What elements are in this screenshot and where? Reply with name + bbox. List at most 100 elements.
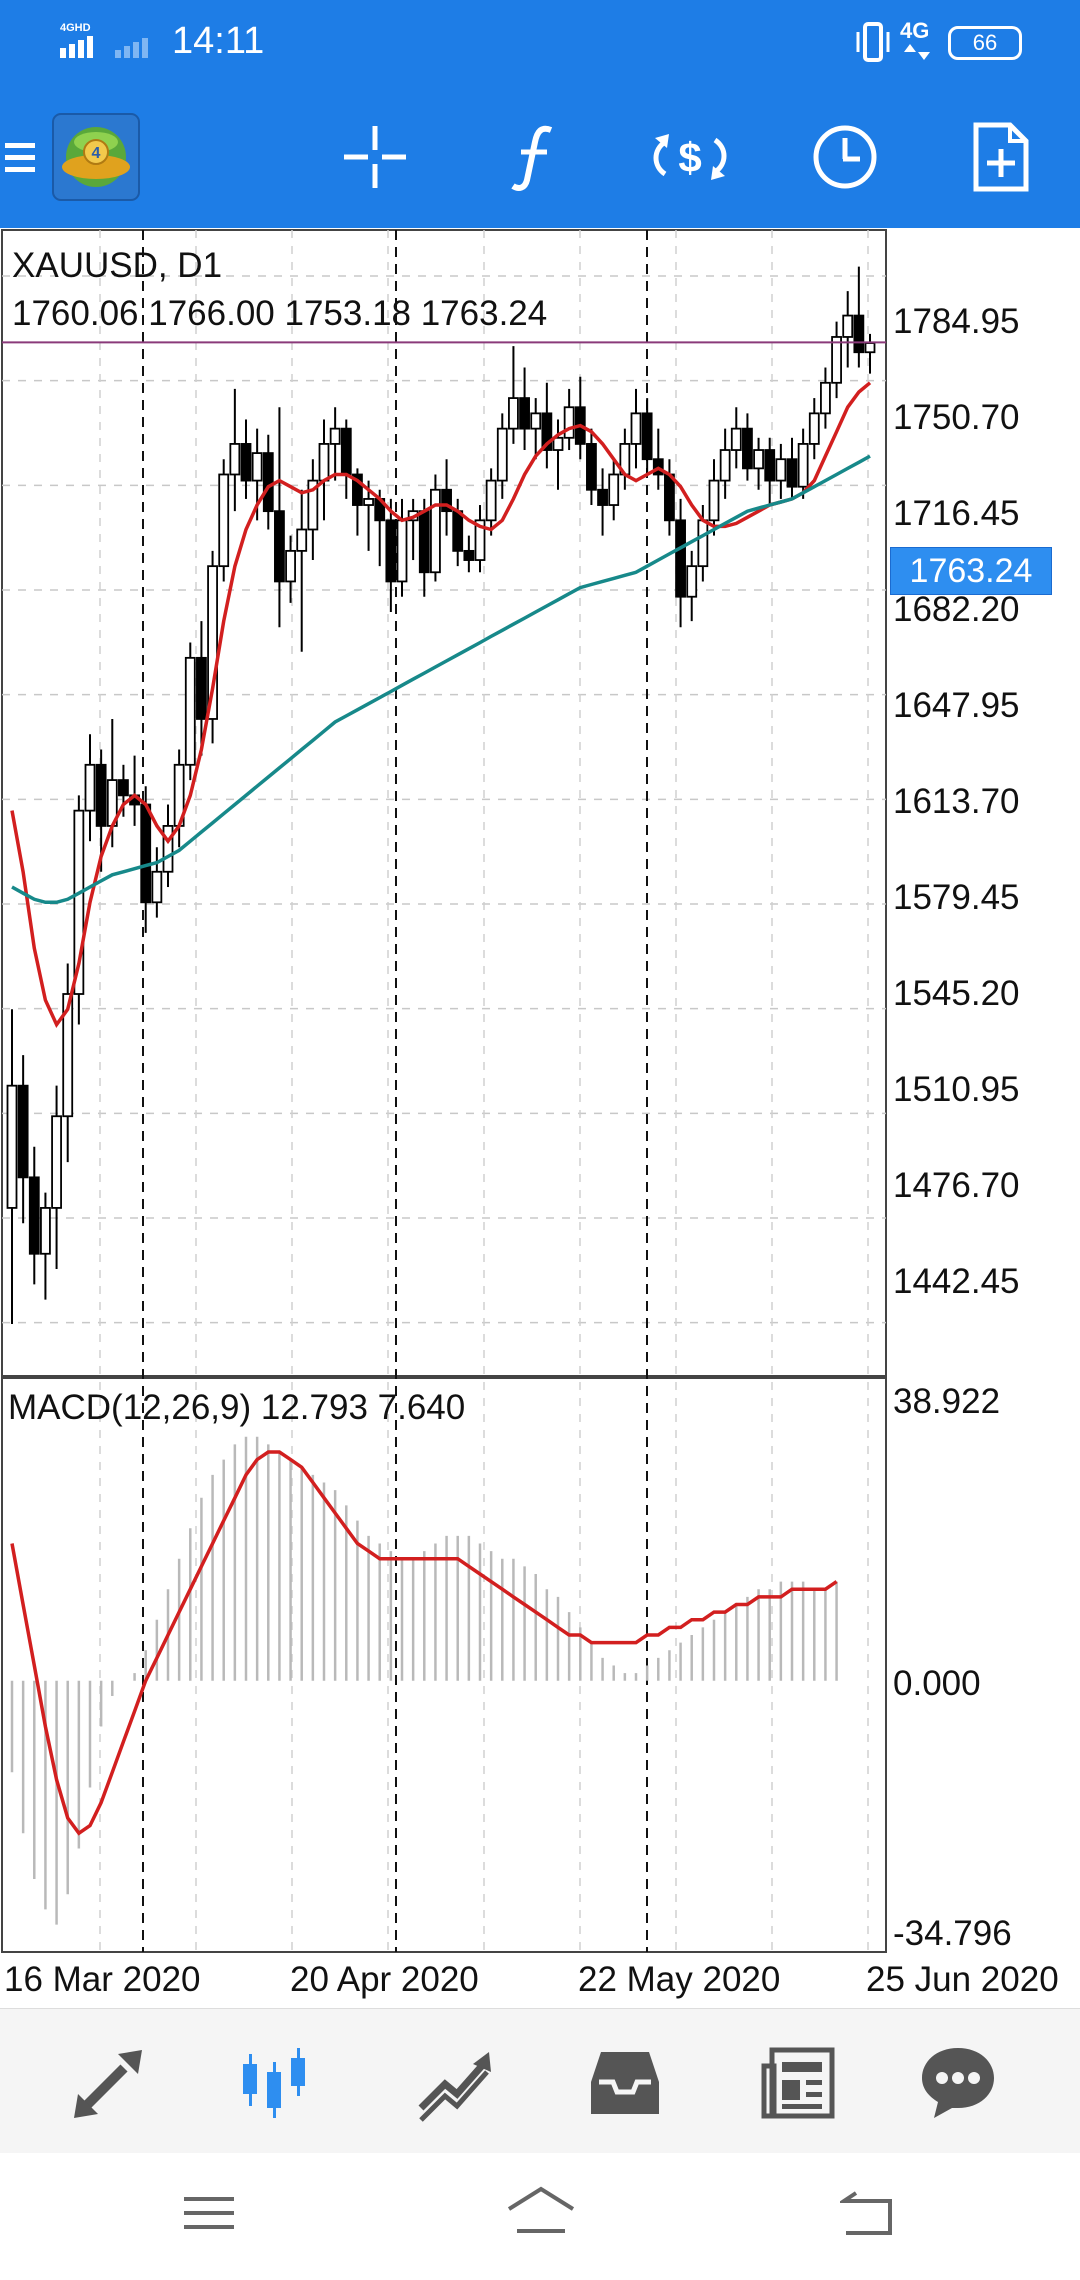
candle-body [441, 488, 452, 513]
candle-body [496, 427, 508, 482]
quotes-icon[interactable] [35, 2009, 185, 2154]
candle-body [40, 1207, 51, 1255]
new-order-icon[interactable] [955, 86, 1045, 228]
price-axis-label: 1476.70 [893, 1166, 1020, 1205]
candle-body [786, 458, 798, 488]
chart-canvas[interactable] [0, 228, 1080, 2008]
date-axis-label: 22 May 2020 [578, 1960, 781, 1999]
chat-icon[interactable] [883, 2009, 1033, 2154]
timeframe-clock-icon[interactable] [800, 86, 890, 228]
candle-body [73, 809, 85, 995]
candle-body [251, 452, 263, 482]
candle-body [363, 498, 374, 506]
price-pane-frame [1, 229, 887, 1377]
candle-body [307, 479, 319, 531]
clock: 14:11 [172, 20, 265, 62]
price-axis-label: 1442.45 [893, 1262, 1020, 1301]
candle-body [842, 314, 854, 338]
candle-body [742, 427, 753, 470]
price-axis-label: 1613.70 [893, 782, 1020, 821]
chart-toolbar: 4 $ [0, 86, 1080, 228]
crosshair-icon[interactable] [330, 86, 420, 228]
price-axis-label: 1545.20 [893, 974, 1020, 1013]
macd-pane-frame [1, 1377, 887, 1953]
candle-body [274, 510, 285, 583]
function-icon[interactable] [490, 86, 580, 228]
candle-body [630, 412, 642, 445]
candle-body [229, 443, 241, 476]
signal-icon: 4GHD [60, 20, 110, 60]
battery-icon: 66 [948, 26, 1022, 60]
candle-body [184, 656, 196, 766]
candle-body [140, 803, 152, 904]
candle-body [151, 870, 163, 904]
candle-body [95, 763, 107, 827]
candle-body [6, 1084, 18, 1209]
candle-body [285, 549, 296, 583]
candle-body [262, 452, 274, 513]
candle-body [730, 427, 742, 451]
trade-icon[interactable]: $ [640, 86, 740, 228]
candle-body [118, 779, 129, 797]
trade-icon[interactable] [380, 2009, 530, 2154]
network-4g-icon: 4G [900, 18, 940, 68]
svg-text:$: $ [678, 134, 701, 181]
candle-body [808, 412, 820, 445]
candle-body [597, 488, 608, 506]
candle-body [764, 449, 776, 482]
candle-body [196, 656, 207, 720]
menu-icon[interactable] [0, 86, 40, 228]
date-axis-label: 20 Apr 2020 [290, 1960, 479, 1999]
candle-body [586, 443, 597, 491]
svg-text:4: 4 [92, 145, 101, 162]
candle-body [318, 443, 330, 482]
system-navigation-bar [0, 2153, 1080, 2280]
macd-label: MACD(12,26,9) 12.793 7.640 [8, 1388, 466, 1427]
home-icon[interactable] [505, 2185, 577, 2239]
symbol-timeframe-label: XAUUSD, D1 [12, 246, 223, 285]
back-icon[interactable] [837, 2189, 896, 2239]
candle-body [430, 488, 441, 574]
candle-body [753, 449, 764, 470]
network-4g-label: 4G [900, 18, 930, 43]
candle-body [218, 473, 230, 568]
current-price-tag: 1763.24 [890, 547, 1052, 596]
candle-body [831, 336, 842, 384]
candle-body [385, 519, 397, 583]
chart-area[interactable]: XAUUSD, D1 1760.06 1766.00 1753.18 1763.… [0, 228, 1080, 2008]
candle-body [820, 381, 831, 415]
price-axis-label: 1750.70 [893, 398, 1020, 437]
recent-apps-icon[interactable] [180, 2189, 240, 2239]
macd-signal-line [10, 1450, 838, 1836]
candle-body [162, 825, 174, 873]
bottom-navigation [0, 2008, 1080, 2154]
candle-body [296, 528, 308, 552]
candle-body [541, 412, 553, 451]
candle-body [84, 763, 96, 812]
candle-body [775, 458, 787, 482]
price-axis-label: 1682.20 [893, 590, 1020, 629]
candle-body [51, 1115, 62, 1209]
chart-icon[interactable] [205, 2009, 355, 2154]
candle-body [28, 1176, 40, 1255]
news-icon[interactable] [725, 2009, 875, 2154]
candle-body [675, 519, 686, 598]
candle-body [864, 342, 876, 354]
candle-body [608, 473, 620, 506]
moving-average-fast [10, 381, 872, 1029]
price-axis-label: 1510.95 [893, 1070, 1020, 1109]
candle-body [708, 479, 720, 522]
status-bar: 4GHD 14:11 4G 66 [0, 0, 1080, 86]
price-axis-label: 1579.45 [893, 878, 1020, 917]
candle-body [530, 412, 542, 430]
candle-body [853, 314, 865, 354]
network-type-label: 4GHD [60, 22, 91, 34]
price-axis-label: 1784.95 [893, 302, 1020, 341]
history-icon[interactable] [550, 2009, 700, 2154]
candle-body [719, 449, 731, 482]
candle-body [62, 993, 74, 1118]
candle-body [519, 397, 530, 430]
price-axis-label: 1716.45 [893, 494, 1020, 533]
candle-body [563, 406, 575, 439]
candle-body [240, 443, 252, 482]
